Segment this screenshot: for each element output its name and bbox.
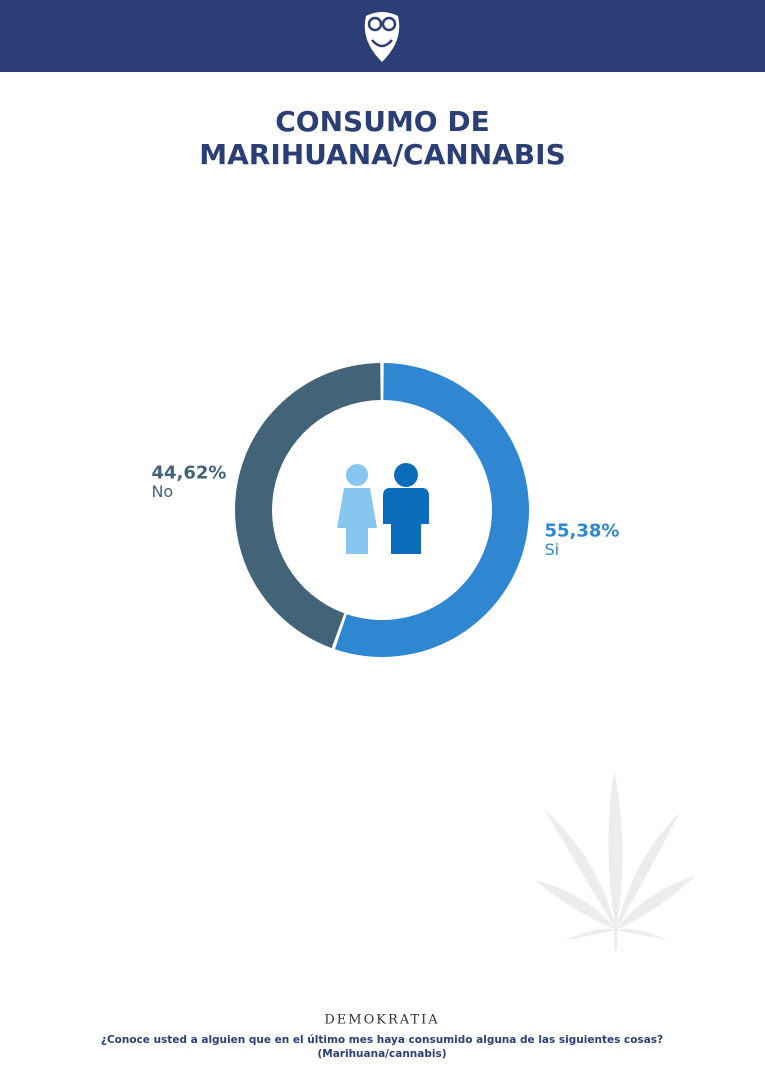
cannabis-leaf <box>535 770 696 950</box>
donut-slice <box>334 363 530 658</box>
category-label: Si <box>545 540 560 559</box>
option: (Marihuana/cannabis) <box>317 1048 446 1060</box>
title-box: CONSUMO DE MARIHUANA/CANNABIS <box>199 105 566 171</box>
chart-title: CONSUMO DE MARIHUANA/CANNABIS <box>199 105 566 171</box>
value-label: 44,62% <box>151 462 226 483</box>
people-icon <box>337 463 429 554</box>
category-label: No <box>151 482 173 501</box>
donut-slice <box>235 363 381 649</box>
brand: DEMOKRATIA <box>324 1013 439 1028</box>
owl-logo <box>364 12 400 62</box>
question: ¿Conoce usted a alguien que en el último… <box>101 1034 663 1046</box>
value-label: 55,38% <box>545 520 620 541</box>
